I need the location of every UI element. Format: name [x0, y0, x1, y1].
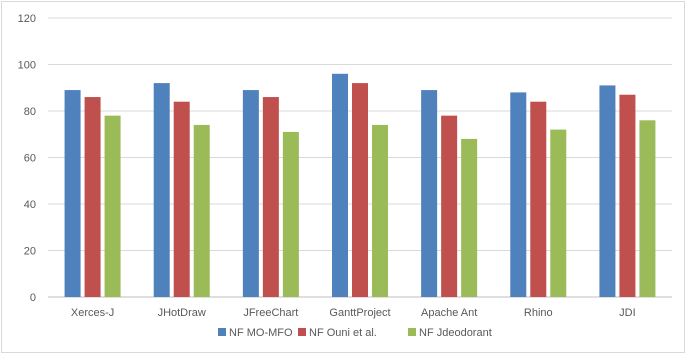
- y-tick-label: 120: [18, 13, 36, 25]
- bar-nf-jdeodorant-jfreechart: [282, 131, 299, 297]
- bar-nf-ouni-et-al--jfreechart: [262, 97, 279, 297]
- y-tick-label: 80: [24, 106, 36, 118]
- x-tick-label: Xerces-J: [71, 307, 114, 319]
- x-tick-label: JHotDraw: [158, 307, 206, 319]
- bar-nf-ouni-et-al--rhino: [530, 101, 547, 297]
- bar-nf-ouni-et-al--jdi: [619, 94, 636, 297]
- legend: NF MO-MFO NF Ouni et al. NF Jdeodorant: [218, 327, 492, 339]
- bar-nf-mo-mfo-jhotdraw: [153, 83, 170, 297]
- x-tick-label: Apache Ant: [421, 307, 477, 319]
- bar-nf-jdeodorant-apache-ant: [461, 138, 478, 297]
- legend-swatch: [218, 328, 226, 336]
- y-tick-label: 40: [24, 199, 36, 211]
- legend-label: NF Ouni et al.: [309, 327, 377, 339]
- x-tick-label: Rhino: [524, 307, 553, 319]
- bar-nf-jdeodorant-jdi: [639, 120, 656, 297]
- bar-nf-mo-mfo-jfreechart: [242, 90, 259, 297]
- y-tick-label: 100: [18, 60, 36, 72]
- bar-nf-ouni-et-al--jhotdraw: [173, 101, 190, 297]
- y-tick-label: 60: [24, 153, 36, 165]
- bar-nf-ouni-et-al--xerces-j: [84, 97, 101, 297]
- y-tick-label: 0: [30, 292, 36, 304]
- bar-nf-jdeodorant-xerces-j: [104, 115, 121, 298]
- legend-label: NF MO-MFO: [229, 327, 293, 339]
- bar-nf-mo-mfo-ganttproject: [332, 73, 348, 297]
- legend-label: NF Jdeodorant: [419, 327, 492, 339]
- bar-nf-jdeodorant-ganttproject: [372, 124, 388, 297]
- x-tick-label: GanttProject: [329, 307, 390, 319]
- bar-nf-jdeodorant-rhino: [550, 129, 567, 297]
- bar-nf-mo-mfo-xerces-j: [64, 90, 81, 297]
- bar-nf-ouni-et-al--apache-ant: [441, 115, 458, 298]
- bar-nf-mo-mfo-rhino: [510, 92, 527, 298]
- x-axis-tick-labels: Xerces-J JHotDraw JFreeChart GanttProject Ap…: [71, 307, 636, 319]
- bar-nf-mo-mfo-apache-ant: [421, 90, 438, 297]
- legend-swatch: [408, 328, 416, 336]
- legend-swatch: [298, 328, 306, 336]
- x-tick-label: JDI: [619, 307, 636, 319]
- bar-nf-mo-mfo-jdi: [599, 85, 616, 297]
- y-axis-tick-labels: 0 20 40 60 80 100 120: [18, 13, 36, 304]
- bars: [64, 73, 656, 298]
- y-tick-label: 20: [24, 246, 36, 258]
- x-tick-label: JFreeChart: [243, 307, 298, 319]
- bar-nf-jdeodorant-jhotdraw: [193, 124, 210, 297]
- bar-nf-ouni-et-al--ganttproject: [352, 83, 368, 297]
